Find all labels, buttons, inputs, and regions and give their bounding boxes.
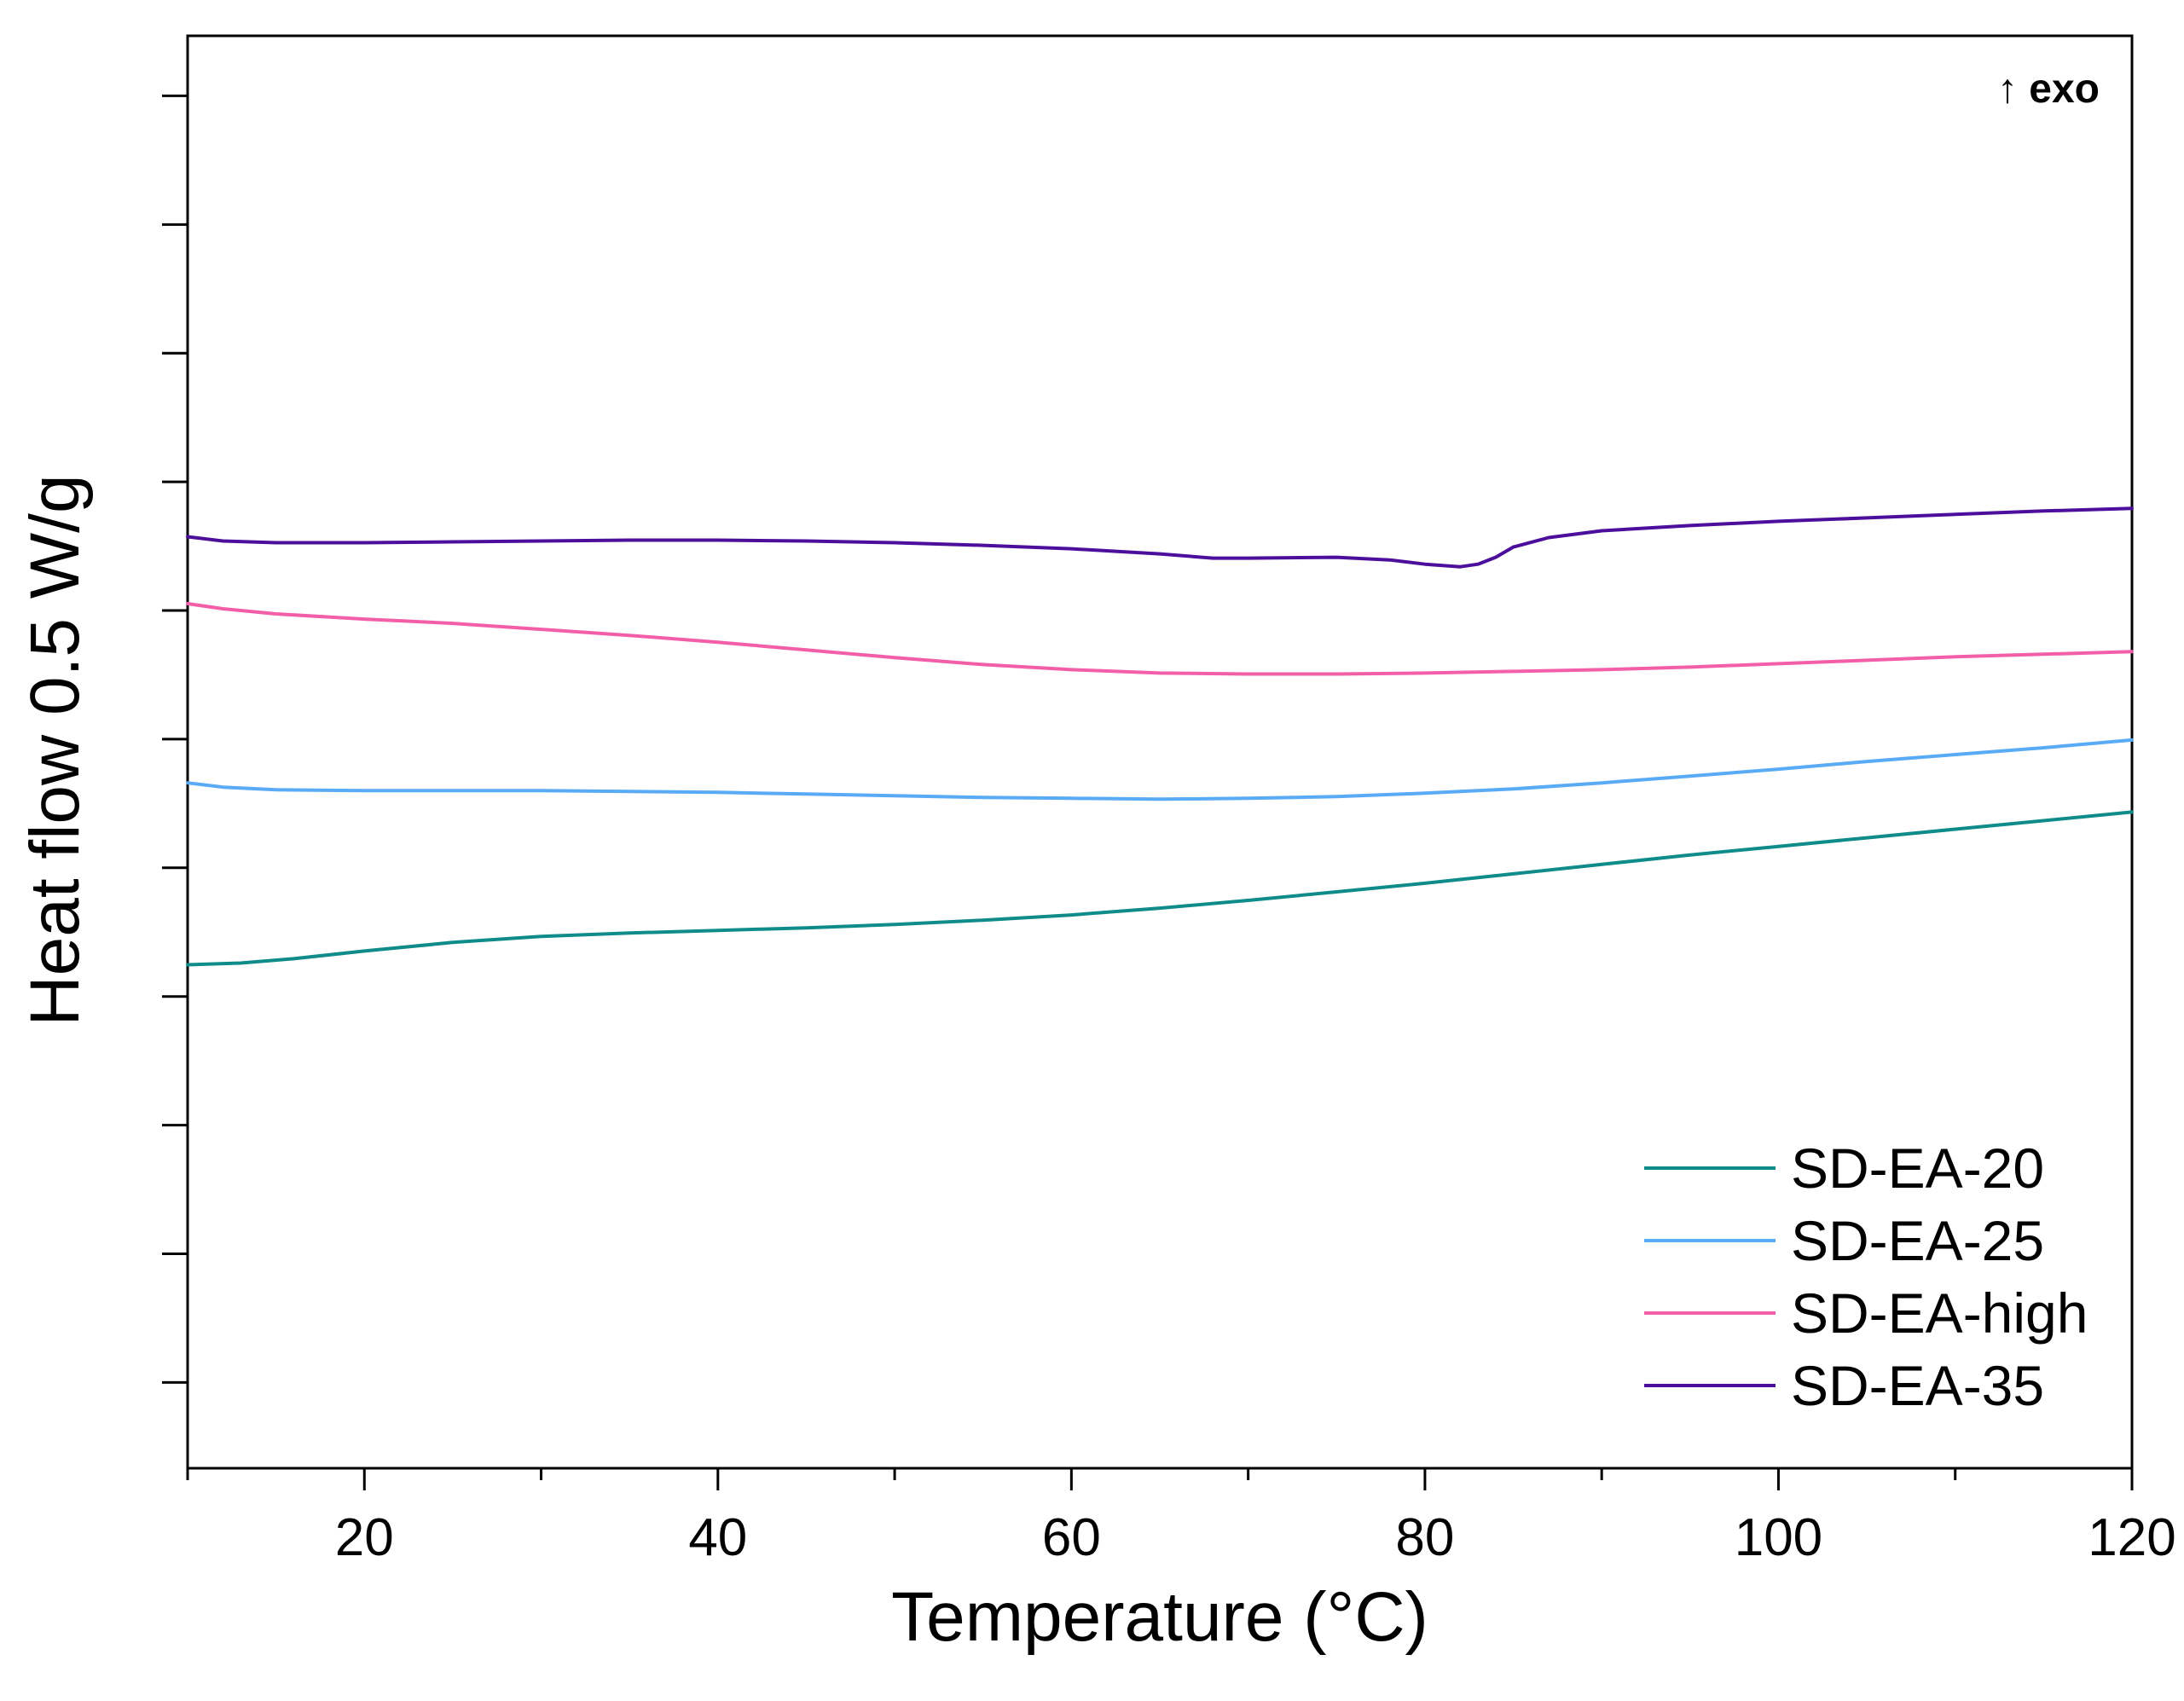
- y-axis-ticks: [162, 94, 188, 1384]
- legend-label: SD-EA-35: [1791, 1354, 2044, 1417]
- legend: SD-EA-20 SD-EA-25 SD-EA-high SD-EA-35: [1644, 1137, 2088, 1417]
- x-axis-title: Temperature (°C): [891, 1578, 1428, 1656]
- plot-frame: [186, 34, 2134, 1470]
- series-line-sd-ea-35: [186, 506, 2134, 569]
- x-tick-label: 120: [2088, 1508, 2175, 1567]
- x-axis-ticks: 20 40 60 80 100 120: [186, 1468, 2176, 1567]
- legend-label: SD-EA-20: [1791, 1137, 2044, 1200]
- series-line-sd-ea-20: [186, 810, 2134, 967]
- series-line-sd-ea-25: [186, 738, 2134, 801]
- x-tick-label: 40: [688, 1508, 747, 1567]
- x-tick-label: 100: [1735, 1508, 1822, 1567]
- x-tick-label: 60: [1042, 1508, 1101, 1567]
- exo-annotation: ↑ exo: [1997, 67, 2100, 112]
- legend-label: SD-EA-25: [1791, 1209, 2044, 1272]
- series-line-sd-ea-high: [186, 602, 2134, 676]
- x-tick-label: 80: [1395, 1508, 1454, 1567]
- x-tick-label: 20: [335, 1508, 394, 1567]
- legend-label: SD-EA-high: [1791, 1282, 2088, 1345]
- y-axis-title: Heat flow 0.5 W/g: [16, 474, 94, 1026]
- series-lines: [186, 506, 2134, 967]
